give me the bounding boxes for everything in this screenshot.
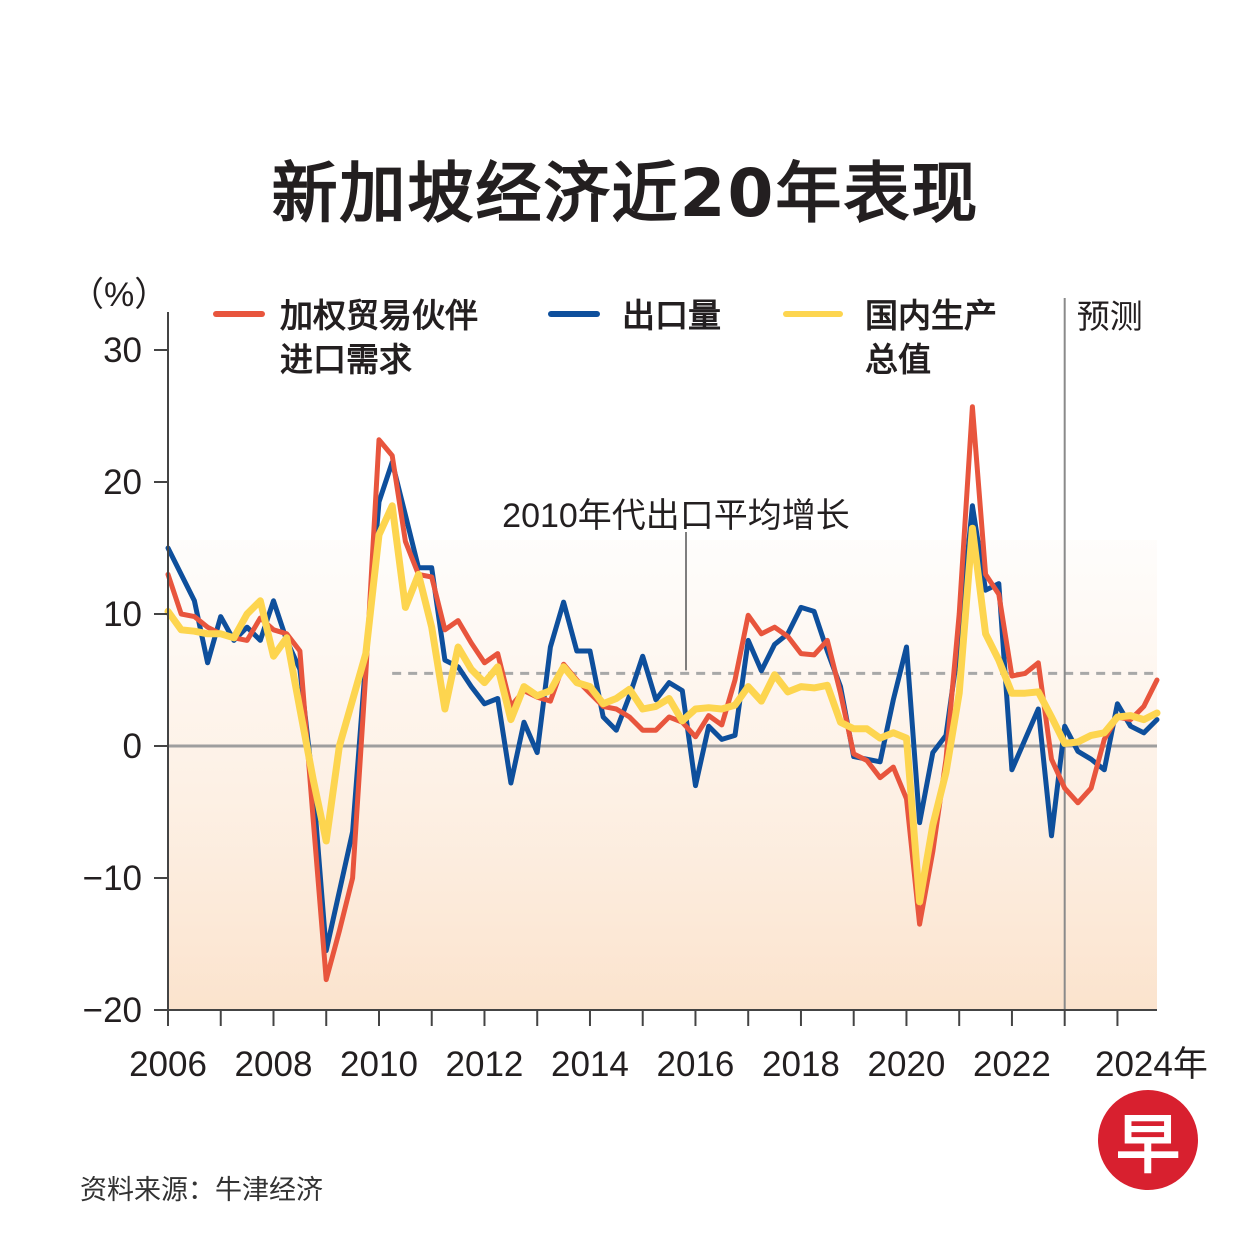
chart-title: 新加坡经济近20年表现 — [271, 155, 980, 232]
y-tick-label: −10 — [83, 859, 142, 898]
x-tick-label: 2010 — [340, 1045, 418, 1084]
x-tick-label: 2006 — [129, 1045, 207, 1084]
x-tick-label: 2022 — [973, 1045, 1051, 1084]
legend-label-export-volume-line1: 出口量 — [622, 296, 721, 335]
legend-label-import-demand: 加权贸易伙伴 进口需求 — [280, 294, 478, 382]
y-tick-label: 20 — [103, 463, 142, 502]
legend-label-gdp: 国内生产 总值 — [865, 294, 997, 382]
x-tick-label: 2012 — [446, 1045, 524, 1084]
y-tick-label: 10 — [103, 595, 142, 634]
plot-background — [168, 540, 1157, 1010]
average-annotation-label: 2010年代出口平均增长 — [502, 497, 850, 535]
x-tick-label: 2016 — [657, 1045, 735, 1084]
forecast-label: 预测 — [1077, 298, 1143, 335]
legend-swatch-export-volume — [548, 311, 600, 317]
publisher-logo: 早 — [1098, 1090, 1198, 1190]
legend-label-export-volume: 出口量 — [622, 294, 721, 338]
series-line-import-demand — [165, 404, 1160, 983]
y-axis-unit-label: （%） — [70, 276, 168, 314]
x-tick-label: 2018 — [762, 1045, 840, 1084]
y-tick-label: 30 — [103, 331, 142, 370]
legend-label-gdp-line1: 国内生产 — [865, 296, 997, 335]
legend-label-import-demand-line1: 加权贸易伙伴 — [280, 296, 478, 335]
x-tick-label: 2014 — [551, 1045, 629, 1084]
x-tick-label: 2008 — [235, 1045, 313, 1084]
y-tick-label: −20 — [83, 991, 142, 1030]
source-note: 资料来源：牛津经济 — [80, 1175, 323, 1206]
legend-label-gdp-line2: 总值 — [865, 340, 931, 379]
series-line-gdp — [164, 502, 1161, 906]
legend-swatch-import-demand — [213, 311, 265, 317]
y-tick-label: 0 — [123, 727, 142, 766]
legend-label-import-demand-line2: 进口需求 — [280, 340, 412, 379]
legend-swatch-gdp — [783, 311, 843, 317]
x-tick-label: 2024年 — [1095, 1045, 1208, 1084]
x-tick-label: 2020 — [868, 1045, 946, 1084]
